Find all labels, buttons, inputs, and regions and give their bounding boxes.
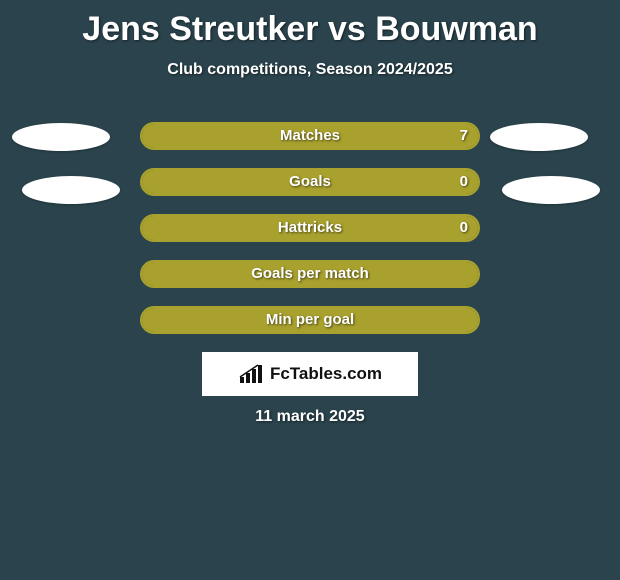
stat-bar-fill — [142, 124, 478, 148]
stat-bar-fill — [142, 170, 478, 194]
player-marker-ellipse — [502, 176, 600, 204]
stat-bars: Matches7Goals0Hattricks0Goals per matchM… — [0, 122, 620, 352]
logo-text: FcTables.com — [270, 364, 382, 384]
stat-bar-row: Min per goal — [0, 306, 620, 336]
stat-bar-track — [140, 214, 480, 242]
stat-bar-row: Hattricks0 — [0, 214, 620, 244]
logo-box: FcTables.com — [202, 352, 418, 396]
bar-chart-icon — [238, 363, 264, 385]
stat-bar-row: Goals per match — [0, 260, 620, 290]
player-marker-ellipse — [22, 176, 120, 204]
page-title: Jens Streutker vs Bouwman — [0, 0, 620, 49]
stat-bar-fill — [142, 262, 478, 286]
player-marker-ellipse — [12, 123, 110, 151]
stat-bar-fill — [142, 216, 478, 240]
stat-bar-fill — [142, 308, 478, 332]
comparison-infographic: Jens Streutker vs Bouwman Club competiti… — [0, 0, 620, 580]
stat-bar-track — [140, 122, 480, 150]
stat-bar-track — [140, 260, 480, 288]
stat-bar-track — [140, 168, 480, 196]
player-marker-ellipse — [490, 123, 588, 151]
page-subtitle: Club competitions, Season 2024/2025 — [0, 61, 620, 79]
date-line: 11 march 2025 — [0, 408, 620, 426]
stat-bar-track — [140, 306, 480, 334]
